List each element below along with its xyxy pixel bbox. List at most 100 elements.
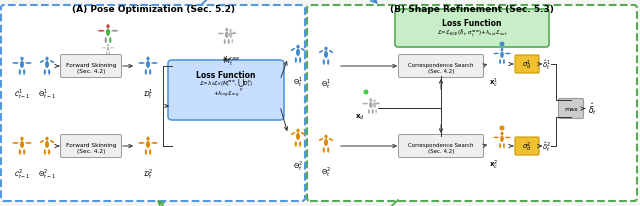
Ellipse shape [109, 38, 111, 44]
FancyBboxPatch shape [307, 6, 637, 201]
Ellipse shape [375, 109, 377, 114]
Ellipse shape [296, 129, 300, 133]
Ellipse shape [493, 137, 499, 139]
Ellipse shape [111, 31, 118, 33]
Ellipse shape [110, 48, 114, 49]
Text: Correspondence Search: Correspondence Search [408, 62, 474, 67]
Ellipse shape [12, 63, 19, 64]
Ellipse shape [102, 48, 106, 49]
Ellipse shape [44, 70, 46, 75]
Ellipse shape [225, 32, 228, 39]
Ellipse shape [295, 58, 297, 63]
FancyBboxPatch shape [61, 135, 122, 158]
Text: Loss Function: Loss Function [196, 70, 256, 79]
Ellipse shape [503, 143, 505, 149]
Text: $\hat{\delta}_t^1$: $\hat{\delta}_t^1$ [542, 58, 551, 71]
Ellipse shape [228, 40, 230, 45]
Ellipse shape [218, 33, 224, 35]
Ellipse shape [48, 149, 51, 155]
Ellipse shape [299, 141, 301, 147]
Ellipse shape [48, 70, 51, 75]
Ellipse shape [23, 149, 25, 155]
Ellipse shape [296, 50, 300, 57]
Ellipse shape [40, 140, 44, 143]
Ellipse shape [104, 38, 107, 44]
Text: (B) Shape Refinement (Sec. 5.3): (B) Shape Refinement (Sec. 5.3) [390, 5, 554, 14]
Ellipse shape [296, 46, 300, 49]
Ellipse shape [20, 141, 24, 148]
Ellipse shape [291, 49, 295, 52]
Ellipse shape [109, 52, 110, 56]
FancyBboxPatch shape [1, 6, 305, 201]
Text: $\Theta^2_t$: $\Theta^2_t$ [293, 158, 303, 172]
Ellipse shape [20, 62, 24, 69]
Circle shape [499, 42, 504, 47]
Ellipse shape [505, 137, 511, 139]
Ellipse shape [323, 147, 325, 153]
Ellipse shape [324, 47, 328, 51]
Ellipse shape [323, 60, 325, 66]
Ellipse shape [147, 137, 150, 141]
Ellipse shape [232, 40, 233, 44]
FancyBboxPatch shape [559, 99, 584, 119]
Ellipse shape [372, 109, 374, 114]
Ellipse shape [45, 62, 49, 69]
Ellipse shape [499, 60, 501, 65]
Ellipse shape [301, 49, 305, 52]
Ellipse shape [138, 63, 145, 64]
FancyBboxPatch shape [399, 135, 483, 158]
Ellipse shape [372, 109, 374, 114]
Text: Correspondence Search: Correspondence Search [408, 142, 474, 147]
Ellipse shape [107, 47, 109, 52]
Text: $\Theta^1_{t-1}$: $\Theta^1_{t-1}$ [38, 87, 56, 100]
Ellipse shape [225, 32, 228, 35]
Ellipse shape [301, 132, 305, 135]
Ellipse shape [373, 100, 376, 103]
Ellipse shape [500, 52, 504, 59]
Ellipse shape [233, 32, 237, 35]
Ellipse shape [106, 25, 109, 29]
Text: $\hat{\delta}_t$: $\hat{\delta}_t$ [588, 101, 597, 117]
Ellipse shape [50, 61, 54, 64]
Ellipse shape [50, 140, 54, 143]
Ellipse shape [505, 53, 511, 55]
Ellipse shape [500, 132, 504, 136]
Ellipse shape [151, 63, 157, 64]
Ellipse shape [19, 70, 21, 75]
Ellipse shape [25, 63, 32, 64]
Ellipse shape [45, 57, 49, 61]
Ellipse shape [362, 103, 368, 105]
Ellipse shape [329, 51, 333, 54]
Ellipse shape [369, 99, 372, 102]
Ellipse shape [107, 45, 109, 47]
FancyBboxPatch shape [515, 56, 539, 74]
Text: $\sigma_d^1$: $\sigma_d^1$ [522, 58, 532, 71]
Text: $\Theta^2_{t-1}$: $\Theta^2_{t-1}$ [38, 166, 56, 180]
Text: $\mathcal{D}^1_t$: $\mathcal{D}^1_t$ [143, 87, 153, 100]
Ellipse shape [20, 137, 24, 141]
Ellipse shape [20, 57, 24, 61]
Circle shape [499, 126, 504, 131]
Text: $\hat{\delta}_t^2$: $\hat{\delta}_t^2$ [542, 140, 551, 153]
Ellipse shape [224, 40, 226, 45]
Ellipse shape [503, 60, 505, 65]
Ellipse shape [138, 142, 145, 144]
Ellipse shape [296, 133, 300, 140]
Ellipse shape [500, 136, 504, 142]
FancyBboxPatch shape [395, 10, 549, 48]
Ellipse shape [12, 142, 19, 144]
Ellipse shape [369, 102, 372, 105]
Ellipse shape [44, 149, 46, 155]
FancyBboxPatch shape [515, 137, 539, 155]
Ellipse shape [327, 60, 329, 66]
Ellipse shape [324, 52, 328, 59]
Ellipse shape [299, 58, 301, 63]
Text: $\Theta^1_t$: $\Theta^1_t$ [321, 77, 331, 90]
Text: $+\lambda_{reg}\mathcal{L}_{reg}$: $+\lambda_{reg}\mathcal{L}_{reg}$ [212, 89, 239, 100]
Ellipse shape [106, 52, 108, 56]
Text: $\mathbf{x}_c^2$: $\mathbf{x}_c^2$ [490, 158, 499, 171]
Ellipse shape [319, 51, 323, 54]
Text: (A) Pose Optimization (Sec. 5.2): (A) Pose Optimization (Sec. 5.2) [72, 5, 234, 14]
Ellipse shape [499, 143, 501, 149]
Ellipse shape [324, 135, 328, 139]
